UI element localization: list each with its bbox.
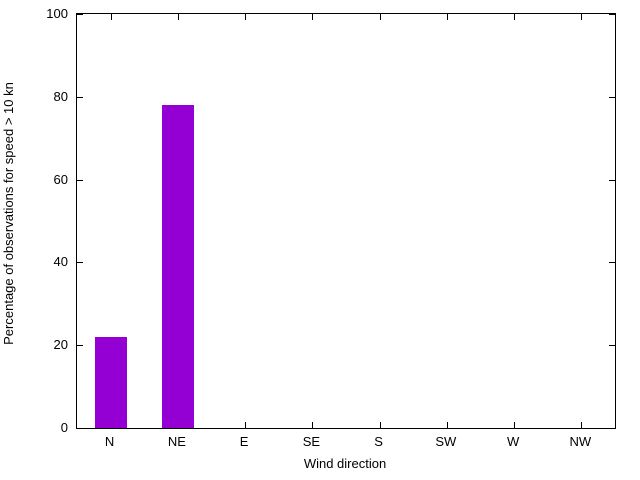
- x-tick-label: SE: [302, 434, 321, 449]
- y-tick-mark: [77, 345, 83, 347]
- y-tick-mark: [609, 262, 615, 264]
- y-tick-mark: [609, 179, 615, 181]
- x-tick-label: N: [104, 434, 115, 449]
- x-tick-mark: [312, 14, 314, 20]
- x-tick-label: SW: [435, 434, 457, 449]
- x-tick-mark: [581, 14, 583, 20]
- x-tick-mark: [312, 422, 314, 428]
- x-tick-label: W: [506, 434, 520, 449]
- y-tick-label: 60: [53, 171, 68, 187]
- x-tick-label: NE: [167, 434, 186, 449]
- y-tick-mark: [77, 179, 83, 181]
- y-tick-label: 100: [46, 6, 68, 21]
- x-tick-mark: [446, 14, 448, 20]
- x-tick-mark: [514, 422, 516, 428]
- x-tick-mark: [514, 14, 516, 20]
- y-tick-mark: [77, 96, 83, 98]
- x-tick-label: NW: [569, 434, 592, 449]
- x-tick-mark: [245, 14, 247, 20]
- y-tick-label: 80: [53, 88, 68, 104]
- x-tick-mark: [379, 14, 381, 20]
- x-tick-mark: [245, 422, 247, 428]
- x-axis-title: Wind direction: [303, 456, 387, 471]
- y-tick-mark: [77, 14, 83, 15]
- y-tick-label: 0: [60, 420, 68, 435]
- y-tick-mark: [609, 345, 615, 347]
- y-tick-label: 20: [53, 337, 68, 353]
- y-tick-mark: [609, 96, 615, 98]
- plot-area: [76, 13, 616, 429]
- x-tick-mark: [177, 14, 179, 20]
- y-tick-mark: [77, 428, 83, 429]
- x-tick-mark: [110, 14, 112, 20]
- x-tick-mark: [379, 422, 381, 428]
- bar: [161, 105, 194, 428]
- bar: [94, 336, 127, 428]
- y-tick-mark: [609, 14, 615, 15]
- x-tick-label: E: [239, 434, 249, 449]
- x-tick-label: S: [374, 434, 383, 449]
- y-tick-label: 40: [53, 254, 68, 270]
- y-tick-mark: [77, 262, 83, 264]
- x-tick-mark: [581, 422, 583, 428]
- y-tick-mark: [609, 428, 615, 429]
- y-axis-title: Percentage of observations for speed > 1…: [1, 82, 16, 345]
- plot-inner: [77, 14, 615, 429]
- x-tick-mark: [446, 422, 448, 428]
